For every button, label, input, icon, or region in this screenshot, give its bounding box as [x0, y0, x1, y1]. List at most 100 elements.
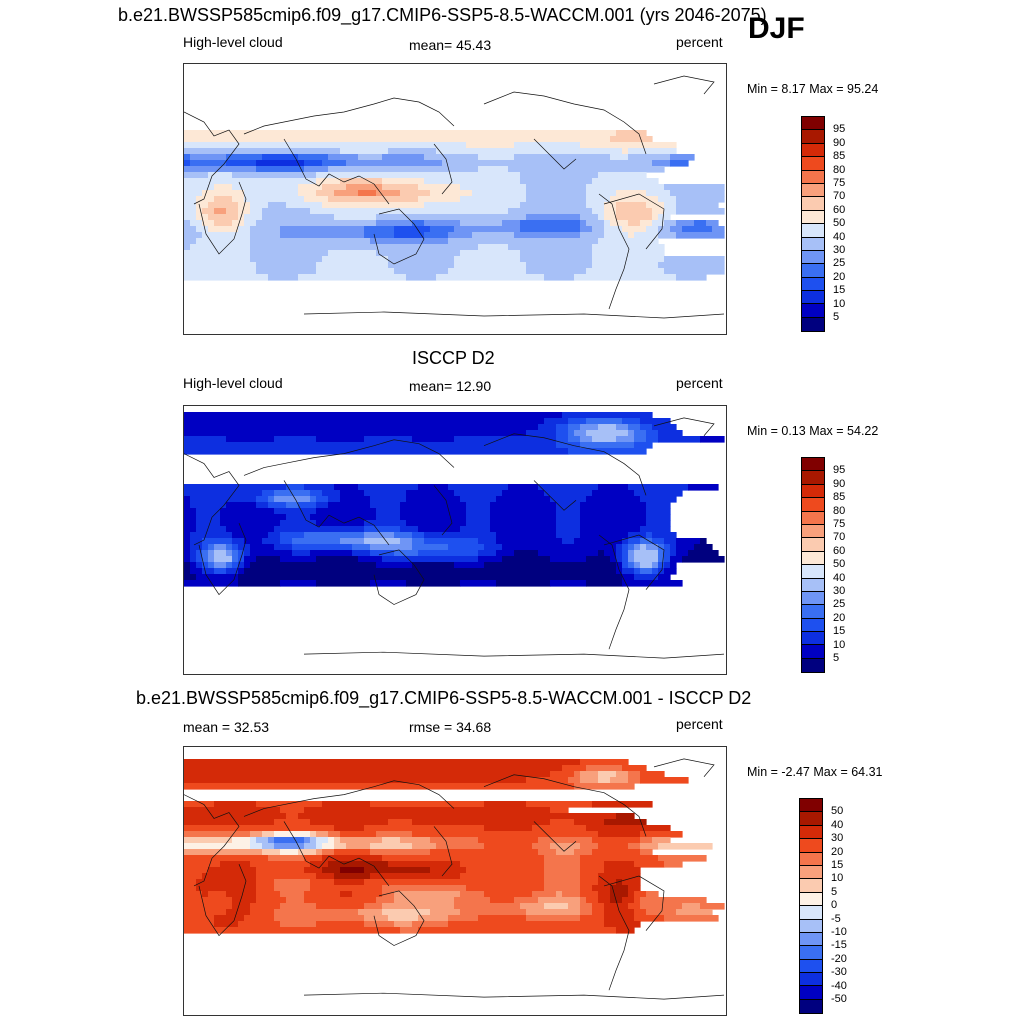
- contour-cell: [568, 424, 581, 431]
- contour-cell: [424, 202, 521, 209]
- contour-cell: [250, 238, 371, 245]
- contour-cell: [628, 885, 641, 892]
- contour-cell: [586, 190, 617, 197]
- contour-cell: [586, 897, 599, 904]
- contour-cell: [448, 238, 599, 245]
- contour-cell: [328, 250, 377, 257]
- contour-cell: [592, 226, 605, 233]
- contour-cell: [400, 927, 419, 934]
- contour-cell: [244, 214, 263, 221]
- contour-cell: [244, 568, 617, 575]
- contour-cell: [250, 232, 281, 239]
- contour-cell: [664, 208, 677, 215]
- contour-cell: [202, 544, 209, 551]
- contour-cell: [628, 891, 635, 898]
- contour-cell: [526, 909, 581, 916]
- contour-cell: [562, 765, 587, 772]
- contour-cell: [466, 142, 515, 149]
- colorbar-swatches: [801, 457, 825, 674]
- contour-cell: [682, 556, 725, 563]
- contour-cell: [340, 178, 383, 185]
- contour-cell: [400, 190, 431, 197]
- contour-cell: [310, 496, 317, 503]
- contour-cell: [274, 879, 311, 886]
- contour-cell: [646, 532, 653, 539]
- contour-cell: [652, 837, 671, 844]
- contour-cell: [280, 232, 365, 239]
- contour-cell: [190, 556, 197, 563]
- contour-cell: [256, 867, 305, 874]
- contour-cell: [664, 861, 683, 868]
- colorbar-tick-label: 30: [833, 244, 846, 256]
- contour-cell: [466, 885, 545, 892]
- panel-1-mean-label: mean= 45.43: [409, 37, 492, 53]
- contour-cell: [256, 502, 269, 509]
- contour-cell: [652, 532, 677, 539]
- contour-cell: [280, 538, 293, 545]
- contour-cell: [394, 532, 413, 539]
- contour-cell: [670, 154, 695, 161]
- contour-cell: [274, 915, 365, 922]
- contour-cell: [226, 550, 233, 557]
- contour-cell: [250, 831, 263, 838]
- contour-cell: [580, 903, 593, 910]
- contour-cell: [304, 807, 551, 814]
- contour-cell: [322, 867, 341, 874]
- colorbar-swatch: [802, 618, 824, 633]
- contour-cell: [334, 484, 359, 491]
- contour-cell: [478, 550, 497, 557]
- colorbar-tick-label: 50: [833, 217, 846, 230]
- colorbar-swatch: [802, 117, 824, 131]
- contour-cell: [478, 556, 503, 563]
- contour-cell: [628, 148, 677, 155]
- contour-cell: [652, 568, 659, 575]
- contour-cell: [400, 837, 431, 844]
- colorbar-swatch: [800, 865, 822, 880]
- contour-cell: [238, 226, 251, 233]
- contour-cell: [418, 484, 449, 491]
- contour-cell: [370, 801, 485, 808]
- contour-cell: [184, 202, 197, 209]
- panel-2-variable-label: High-level cloud: [183, 375, 283, 391]
- contour-cell: [592, 801, 653, 808]
- contour-cell: [448, 232, 473, 239]
- contour-cell: [682, 226, 713, 233]
- contour-cell: [562, 538, 575, 545]
- contour-cell: [208, 550, 215, 557]
- contour-cell: [250, 244, 479, 251]
- contour-cell: [364, 226, 395, 233]
- contour-cell: [406, 496, 461, 503]
- contour-cell: [478, 915, 527, 922]
- contour-cell: [700, 903, 725, 910]
- contour-cell: [580, 514, 647, 521]
- contour-cell: [184, 849, 263, 856]
- contour-cell: [316, 849, 323, 856]
- panel-1-map: [183, 63, 727, 335]
- contour-cell: [502, 220, 521, 227]
- contour-cell: [538, 837, 593, 844]
- contour-cell: [184, 490, 263, 497]
- contour-cell: [220, 520, 281, 527]
- contour-cell: [298, 849, 317, 856]
- contour-cell: [202, 873, 257, 880]
- contour-cell: [634, 909, 647, 916]
- contour-cell: [208, 202, 239, 209]
- contour-cell: [280, 520, 317, 527]
- contour-cell: [508, 166, 665, 173]
- contour-cell: [646, 520, 671, 527]
- colorbar-swatch: [802, 605, 824, 619]
- colorbar-tick-label: 10: [833, 297, 846, 310]
- contour-cell: [658, 544, 665, 551]
- contour-cell: [214, 801, 257, 808]
- contour-cell: [616, 927, 635, 934]
- contour-cell: [214, 568, 227, 575]
- contour-cell: [556, 520, 581, 527]
- contour-cell: [526, 196, 587, 203]
- contour-cell: [520, 178, 593, 185]
- contour-cell: [658, 436, 701, 443]
- contour-cell: [184, 819, 275, 826]
- contour-cell: [502, 490, 545, 497]
- contour-cell: [256, 885, 275, 892]
- contour-cell: [622, 148, 629, 155]
- contour-cell: [616, 568, 623, 575]
